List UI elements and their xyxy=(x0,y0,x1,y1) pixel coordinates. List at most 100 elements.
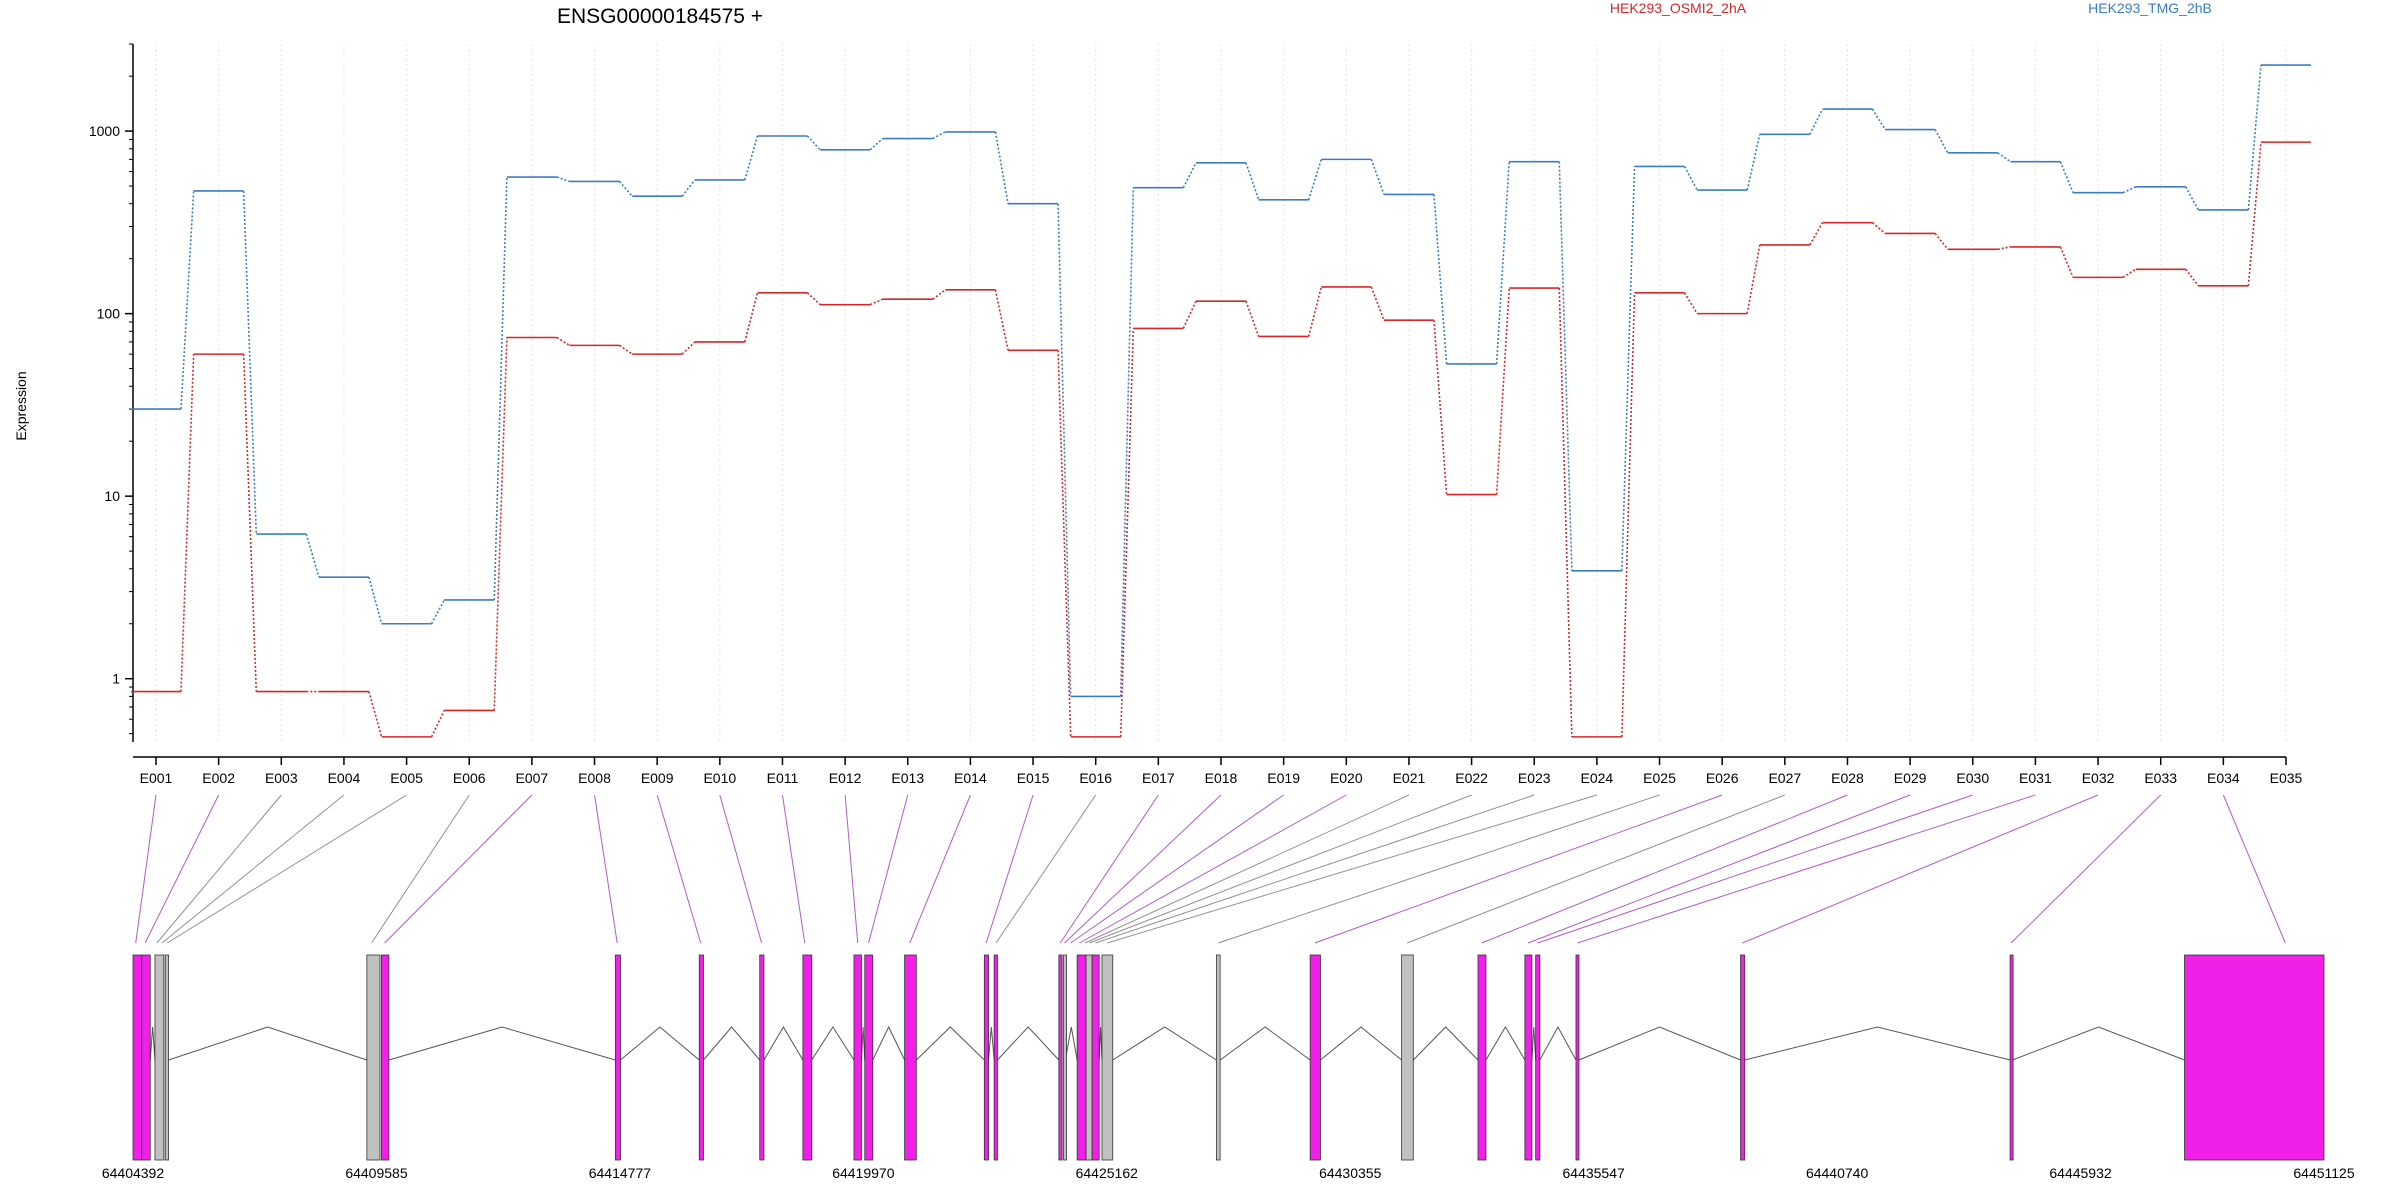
series-1-connector xyxy=(1871,222,1886,235)
intron-line xyxy=(811,1026,855,1061)
connector-e007 xyxy=(384,794,533,944)
x-tick-label-e004: E004 xyxy=(328,770,361,786)
exon-block-23 xyxy=(1309,954,1321,1161)
series-2-connector xyxy=(1119,187,1135,697)
exon-block-2 xyxy=(141,954,151,1161)
series-2-connector xyxy=(932,131,946,140)
x-tick-label-e017: E017 xyxy=(1142,770,1175,786)
series-2-connector xyxy=(1871,108,1886,130)
intron-line xyxy=(1744,1026,2011,1061)
series-1-connector xyxy=(242,354,258,692)
x-tick-label-e014: E014 xyxy=(954,770,987,786)
exon-block-11 xyxy=(853,954,862,1161)
series-2-connector xyxy=(368,576,383,624)
series-2-connector xyxy=(2059,161,2074,193)
series-1-connector xyxy=(2247,142,2262,286)
series-1-connector xyxy=(1683,292,1698,315)
series-1-connector xyxy=(1809,222,1824,246)
series-2-connector xyxy=(2122,186,2137,194)
x-tick-label-e001: E001 xyxy=(140,770,173,786)
legend-series-1: HEK293_OSMI2_2hA xyxy=(1610,0,1747,16)
connector-e009 xyxy=(656,794,702,944)
series-1-connector xyxy=(556,336,570,347)
exon-block-9 xyxy=(759,954,765,1161)
series-2-connector xyxy=(1245,162,1260,201)
intron-line xyxy=(168,1026,368,1061)
exon-block-8 xyxy=(698,954,704,1161)
x-tick-label-e027: E027 xyxy=(1768,770,1801,786)
intron-line xyxy=(860,1026,866,1061)
x-tick-label-e016: E016 xyxy=(1079,770,1112,786)
connector-e027 xyxy=(1407,794,1786,944)
series-1-connector xyxy=(1934,232,1949,250)
exon-block-21 xyxy=(1101,954,1114,1161)
series-2-connector xyxy=(493,177,508,600)
series-2-connector xyxy=(1558,161,1573,571)
connector-e032 xyxy=(1742,794,2099,944)
series-2-connector xyxy=(1746,134,1761,191)
connector-e033 xyxy=(2010,794,2162,944)
series-2-connector xyxy=(1307,159,1323,201)
exon-block-26 xyxy=(1524,954,1533,1161)
series-1-connector xyxy=(1119,328,1135,737)
exon-block-30 xyxy=(2009,954,2014,1161)
x-tick-label-e029: E029 xyxy=(1894,770,1927,786)
connector-e026 xyxy=(1314,794,1723,944)
exon-block-4 xyxy=(164,954,169,1161)
intron-line xyxy=(149,1026,156,1061)
intron-line xyxy=(620,1026,700,1061)
connector-e008 xyxy=(594,794,618,944)
series-2-connector xyxy=(1433,194,1448,365)
series-1-connector xyxy=(1245,300,1260,337)
series-2-connector xyxy=(1997,152,2011,163)
x-tick-label-e033: E033 xyxy=(2144,770,2177,786)
series-1-connector xyxy=(994,289,1009,351)
series-2 xyxy=(131,64,2311,698)
series-2-connector xyxy=(994,131,1009,204)
connector-e005 xyxy=(166,794,407,944)
series-2-connector xyxy=(1683,166,1698,191)
x-tick-label-e012: E012 xyxy=(829,770,862,786)
connector-e015 xyxy=(985,794,1034,944)
x-tick-label-e028: E028 xyxy=(1831,770,1864,786)
exon-block-24 xyxy=(1401,954,1414,1161)
connector-e029 xyxy=(1527,794,1911,944)
y-tick-label: 1 xyxy=(112,671,120,687)
x-tick-label-e022: E022 xyxy=(1455,770,1488,786)
intron-line xyxy=(703,1026,761,1061)
x-tick-label-e002: E002 xyxy=(202,770,235,786)
exon-block-13 xyxy=(904,954,917,1161)
series-2-connector xyxy=(1182,162,1197,189)
connector-e013 xyxy=(868,794,909,944)
series-2-connector xyxy=(430,599,445,625)
series-1-connector xyxy=(368,691,383,738)
series-1-connector xyxy=(1057,350,1072,737)
series-1-connector xyxy=(1997,246,2011,251)
series-1-connector xyxy=(619,344,633,355)
legend-series-2: HEK293_TMG_2hB xyxy=(2088,0,2212,16)
series-2-connector xyxy=(180,190,195,410)
exon-block-22 xyxy=(1215,954,1221,1161)
series-1-connector xyxy=(681,341,696,355)
series-1-connector xyxy=(1746,244,1761,314)
series-1-connector xyxy=(806,292,821,306)
series-1 xyxy=(131,141,2311,738)
coordinate-label: 64414777 xyxy=(589,1165,652,1181)
exon-block-28 xyxy=(1575,954,1580,1161)
x-tick-label-e026: E026 xyxy=(1706,770,1739,786)
connector-e003 xyxy=(156,794,282,944)
series-1-connector xyxy=(1621,292,1636,737)
x-tick-label-e006: E006 xyxy=(453,770,486,786)
intron-line xyxy=(915,1026,985,1061)
x-tick-label-e032: E032 xyxy=(2082,770,2115,786)
series-1-connector xyxy=(1182,300,1197,329)
x-tick-label-e023: E023 xyxy=(1518,770,1551,786)
exon-block-1 xyxy=(132,954,143,1161)
x-tick-label-e024: E024 xyxy=(1581,770,1614,786)
y-tick-label: 10 xyxy=(104,488,120,504)
exon-block-19 xyxy=(1085,954,1093,1161)
connector-e020 xyxy=(1079,794,1347,944)
x-tick-label-e010: E010 xyxy=(703,770,736,786)
coordinate-label: 64409585 xyxy=(345,1165,408,1181)
intron-line xyxy=(1539,1025,1577,1061)
